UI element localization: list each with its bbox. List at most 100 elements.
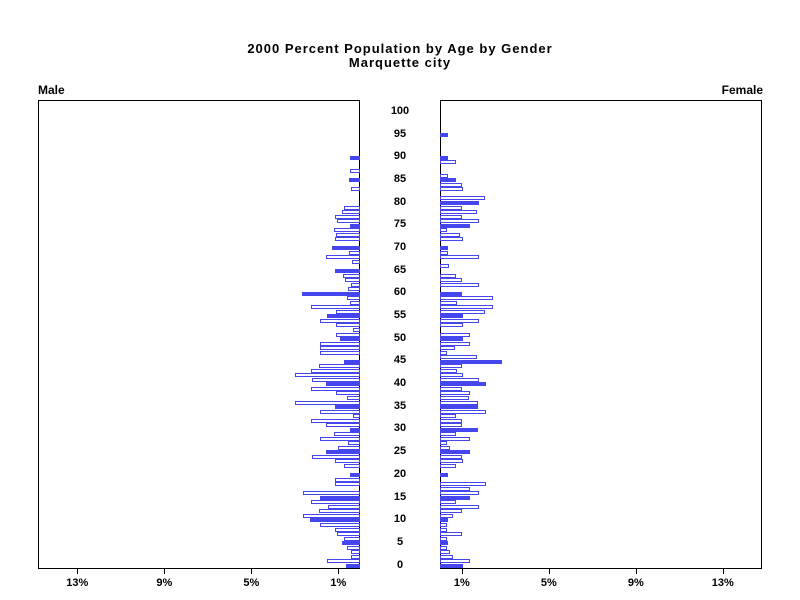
male-bar-age-6 [344, 536, 360, 541]
female-bar-age-17 [440, 486, 470, 491]
male-bar-age-26 [338, 445, 360, 450]
female-bar-age-69 [440, 250, 448, 255]
female-bar-age-75 [440, 223, 470, 228]
age-tick-label-60: 60 [393, 286, 407, 299]
male-bar-age-76 [337, 219, 360, 224]
male-bar-age-3 [351, 550, 360, 555]
female-bar-age-85 [440, 178, 456, 183]
female-bar-age-0 [440, 563, 463, 568]
female-bar-age-38 [440, 391, 470, 396]
male-bar-age-16 [303, 491, 360, 496]
male-bar-age-10 [310, 518, 360, 523]
female-bar-age-27 [440, 441, 447, 446]
female-bar-age-10 [440, 518, 448, 523]
female-bar-age-77 [440, 214, 462, 219]
percent-tick-label-13%: 13% [66, 577, 89, 589]
female-bar-age-23 [440, 459, 463, 464]
female-bar-age-62 [440, 282, 479, 287]
male-bar-age-70 [332, 246, 360, 251]
male-bar-age-35 [335, 405, 360, 409]
female-bar-age-30 [440, 427, 478, 432]
male-bar-age-25 [326, 450, 360, 455]
male-bar-age-64 [343, 273, 360, 278]
age-tick-label-100: 100 [390, 105, 410, 117]
female-bar-age-34 [440, 409, 486, 414]
age-tick-label-15: 15 [393, 490, 407, 503]
male-bar-age-47 [320, 350, 360, 355]
female-bar-age-95 [440, 132, 448, 137]
female-bar-age-18 [440, 482, 486, 487]
female-bar-age-56 [440, 309, 485, 314]
male-bar-age-62 [351, 282, 360, 287]
female-bar-age-68 [440, 255, 479, 260]
female-bar-age-6 [440, 536, 447, 541]
female-bar-age-24 [440, 454, 462, 459]
male-bar-age-38 [336, 391, 360, 396]
female-bar-age-76 [440, 219, 479, 224]
male-bar-age-8 [335, 527, 360, 532]
male-bar-age-33 [353, 414, 360, 419]
percent-tick-mark [77, 569, 79, 574]
age-tick-label-0: 0 [396, 558, 404, 571]
percent-tick-label-9%: 9% [156, 577, 173, 589]
percent-tick-mark [635, 569, 637, 574]
female-bar-age-20 [440, 473, 448, 478]
male-bar-age-7 [337, 532, 360, 536]
male-bar-age-54 [320, 318, 360, 323]
female-bar-age-39 [440, 386, 462, 391]
female-bar-age-25 [440, 450, 470, 455]
male-bar-age-42 [295, 373, 360, 378]
male-bar-age-90 [350, 155, 360, 160]
male-bar-age-78 [342, 210, 360, 214]
female-bar-age-5 [440, 541, 448, 546]
female-bar-age-12 [440, 509, 462, 514]
female-bar-age-1 [440, 559, 470, 564]
age-tick-label-30: 30 [393, 422, 407, 435]
female-bar-age-48 [440, 346, 455, 351]
female-bar-age-36 [440, 400, 478, 405]
female-bar-age-58 [440, 300, 457, 305]
female-bar-age-51 [440, 332, 470, 337]
male-bar-age-2 [351, 554, 360, 559]
female-bar-age-66 [440, 264, 449, 269]
female-bar-age-86 [440, 173, 448, 178]
female-bar-age-31 [440, 423, 462, 428]
male-bar-age-63 [345, 278, 360, 282]
male-bar-age-83 [351, 187, 360, 192]
male-bar-age-32 [311, 418, 360, 423]
female-bar-age-45 [440, 359, 502, 364]
male-bar-age-75 [350, 223, 360, 228]
female-bar-age-13 [440, 504, 479, 509]
percent-tick-mark [164, 569, 166, 574]
female-bar-age-63 [440, 278, 462, 282]
female-bar-age-26 [440, 445, 450, 450]
female-bar-age-57 [440, 305, 493, 310]
female-bar-age-4 [440, 545, 447, 550]
male-bar-age-60 [302, 291, 360, 296]
female-bar-age-49 [440, 341, 470, 346]
age-tick-label-5: 5 [396, 535, 404, 548]
male-bar-age-79 [344, 205, 360, 210]
male-bar-age-11 [303, 513, 360, 518]
female-bar-age-2 [440, 554, 453, 559]
male-bar-age-29 [334, 432, 360, 437]
male-bar-age-18 [335, 482, 360, 487]
female-bar-age-22 [440, 464, 456, 468]
female-bar-age-55 [440, 314, 463, 319]
female-bar-age-35 [440, 405, 478, 409]
female-bar-age-47 [440, 350, 447, 355]
female-bar-age-90 [440, 155, 448, 160]
male-bar-age-36 [295, 400, 360, 405]
age-tick-label-95: 95 [393, 127, 407, 140]
female-bar-age-37 [440, 396, 469, 400]
female-bar-age-79 [440, 205, 462, 210]
percent-tick-label-1%: 1% [330, 577, 347, 589]
male-bar-age-1 [327, 559, 360, 564]
female-bar-age-46 [440, 355, 477, 360]
male-bar-age-34 [320, 409, 360, 414]
age-tick-label-50: 50 [393, 331, 407, 344]
chart-title: 2000 Percent Population by Age by Gender [247, 41, 553, 56]
male-bar-age-73 [336, 232, 360, 237]
male-bar-age-49 [320, 341, 360, 346]
percent-tick-mark [251, 569, 253, 574]
